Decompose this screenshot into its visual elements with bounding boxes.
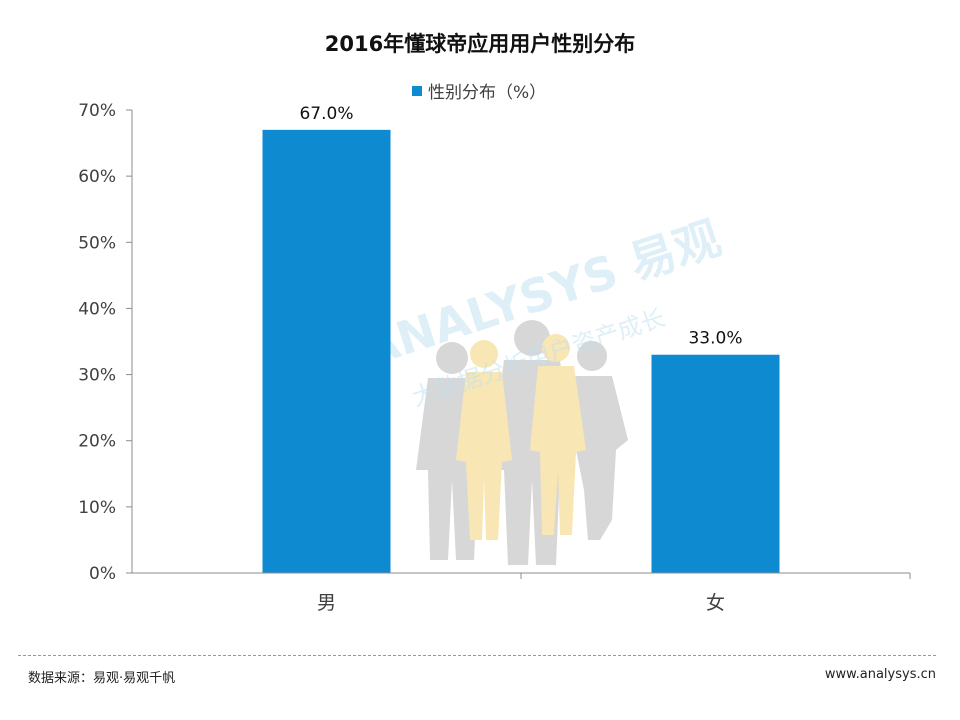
website-link[interactable]: www.analysys.cn xyxy=(824,667,936,682)
y-tick-label: 60% xyxy=(78,167,116,187)
y-tick-label: 40% xyxy=(78,299,116,319)
footer-divider xyxy=(18,655,936,656)
bar-2 xyxy=(651,354,780,573)
y-tick-label: 30% xyxy=(78,366,116,386)
source-note: 数据来源：易观·易观千帆 xyxy=(28,671,176,686)
data-label: 67.0% xyxy=(299,104,353,124)
x-tick-label: 女 xyxy=(706,592,725,614)
x-axis: 男女 xyxy=(132,572,911,614)
y-tick-label: 50% xyxy=(78,233,116,253)
legend-swatch xyxy=(412,85,422,96)
chart-title: 2016年懂球帝应用用户性别分布 xyxy=(324,32,636,56)
y-axis: 0% 10% 20% 30% 40% 50% 60% 70% xyxy=(78,101,133,584)
chart-legend: 性别分布（%） xyxy=(412,78,546,103)
y-tick-label: 20% xyxy=(78,432,116,452)
y-tick-label: 10% xyxy=(78,498,116,518)
data-label: 33.0% xyxy=(688,329,742,349)
watermark-people xyxy=(416,320,628,565)
bar-1 xyxy=(262,129,391,574)
y-tick-label: 0% xyxy=(89,564,116,584)
bars: 67.0% 33.0% xyxy=(262,104,780,574)
legend-label: 性别分布（%） xyxy=(428,83,547,103)
x-tick-label: 男 xyxy=(317,592,336,614)
y-tick-label: 70% xyxy=(78,101,116,121)
